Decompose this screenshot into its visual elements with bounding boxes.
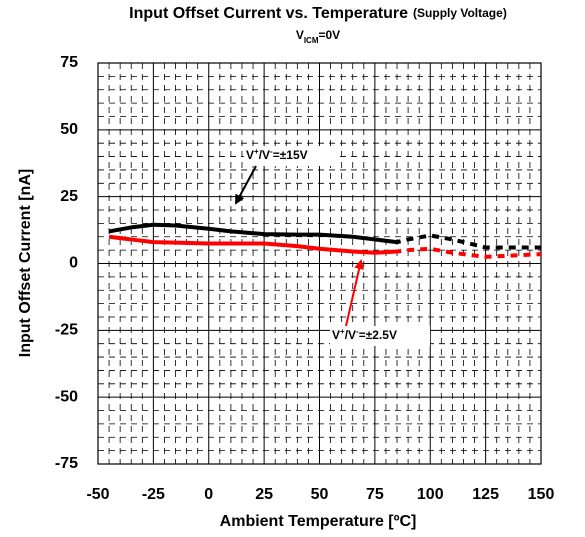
x-tick-label: 125 bbox=[472, 486, 499, 503]
x-tick-label: -25 bbox=[142, 486, 165, 503]
y-axis-label: Input Offset Current [nA] bbox=[17, 169, 34, 357]
x-tick-label: 150 bbox=[528, 486, 555, 503]
y-tick-label: 0 bbox=[69, 255, 78, 272]
series-label-part: - bbox=[356, 327, 359, 336]
subtitle-part: =0V bbox=[319, 28, 341, 42]
y-tick-label: -25 bbox=[55, 322, 78, 339]
y-tick-label: 75 bbox=[60, 54, 78, 71]
subtitle-part: V bbox=[296, 28, 304, 42]
series-label: V+/V-=±15V bbox=[246, 147, 308, 163]
label-bg bbox=[330, 326, 430, 346]
subtitle-part: ICM bbox=[304, 36, 319, 45]
y-tick-label: 25 bbox=[60, 188, 78, 205]
series-line-dashed bbox=[397, 233, 541, 250]
annotation-arrow bbox=[235, 165, 257, 205]
series-label-part: =±2.5V bbox=[359, 328, 397, 342]
y-tick-label: -75 bbox=[55, 455, 78, 472]
series-label-part: V bbox=[246, 148, 254, 162]
x-tick-label: 75 bbox=[366, 486, 384, 503]
x-tick-label: -50 bbox=[86, 486, 109, 503]
series-label-part: V bbox=[332, 328, 340, 342]
series-label-part: /V bbox=[345, 328, 356, 342]
label-bg bbox=[244, 146, 340, 166]
x-tick-label: 0 bbox=[204, 486, 213, 503]
series-label: V+/V-=±2.5V bbox=[332, 327, 397, 343]
series-label-part: + bbox=[254, 147, 259, 156]
y-tick-label: -50 bbox=[55, 388, 78, 405]
x-axis-label: Ambient Temperature [ºC] bbox=[220, 513, 417, 530]
x-tick-label: 100 bbox=[417, 486, 444, 503]
chart-title: Input Offset Current vs. Temperature (Sup… bbox=[129, 5, 507, 22]
series-line bbox=[108, 222, 398, 245]
x-tick-label: 50 bbox=[311, 486, 329, 503]
annotation-arrow bbox=[345, 259, 365, 327]
x-tick-label: 25 bbox=[255, 486, 273, 503]
y-tick-label: 50 bbox=[60, 121, 78, 138]
series-label-part: /V bbox=[259, 148, 270, 162]
series-label-part: =±15V bbox=[273, 148, 308, 162]
series-label-part: + bbox=[340, 327, 345, 336]
series-label-part: - bbox=[270, 147, 273, 156]
chart-subtitle: VICM=0V bbox=[296, 28, 340, 44]
series-line-dashed bbox=[397, 246, 542, 259]
plot-border bbox=[97, 62, 542, 465]
series-line bbox=[108, 234, 398, 255]
